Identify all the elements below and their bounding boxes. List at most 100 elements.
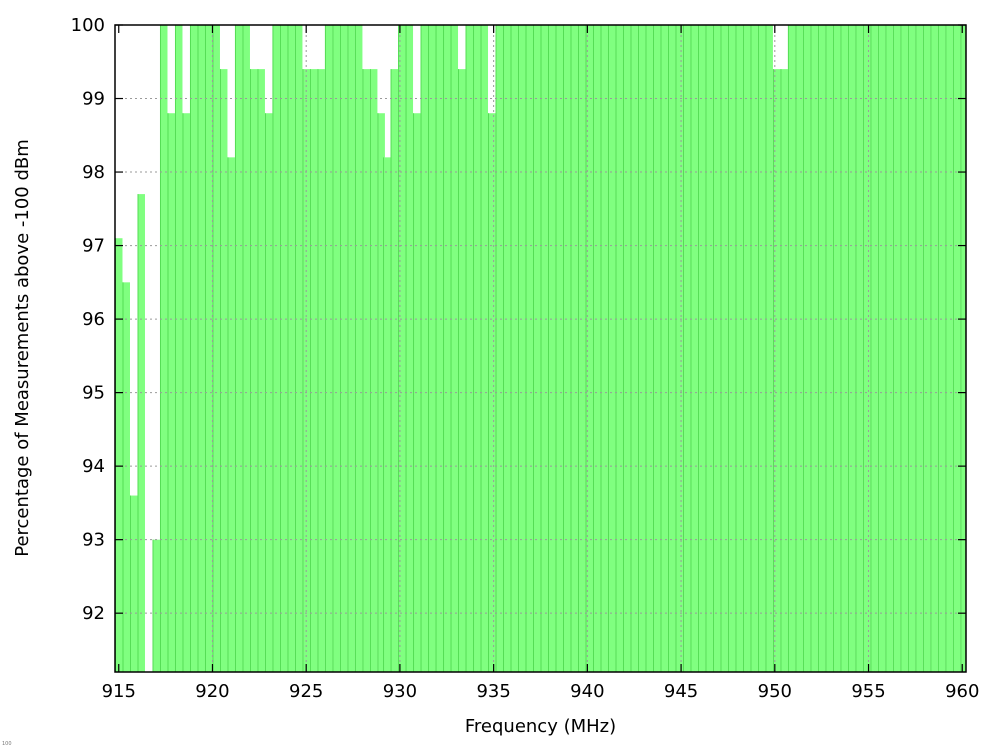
bar: [750, 25, 758, 672]
bar: [272, 25, 280, 672]
x-tick-label: 960: [945, 681, 979, 702]
bar: [279, 25, 288, 672]
bar: [810, 25, 818, 672]
bar: [720, 25, 728, 672]
bar: [317, 69, 325, 672]
bar: [398, 25, 406, 672]
bar: [562, 25, 571, 672]
bar: [862, 25, 871, 672]
bar: [930, 25, 938, 672]
bar: [174, 25, 183, 672]
bar: [652, 25, 661, 672]
bar: [390, 69, 399, 672]
bar: [622, 25, 631, 672]
bar: [690, 25, 698, 672]
bar: [697, 25, 706, 672]
x-tick-label: 950: [758, 681, 792, 702]
bar: [645, 25, 653, 672]
y-tick-label: 96: [82, 309, 105, 330]
bar: [907, 25, 916, 672]
x-tick-label: 940: [570, 681, 604, 702]
bar: [129, 495, 138, 672]
bar: [742, 25, 751, 672]
bar: [324, 25, 333, 672]
bar: [503, 25, 511, 672]
bar: [607, 25, 616, 672]
corner-mark: 100: [2, 741, 12, 747]
bar: [825, 25, 833, 672]
bar: [570, 25, 578, 672]
bar: [937, 25, 946, 672]
bar: [249, 69, 258, 672]
bar: [727, 25, 736, 672]
bar: [555, 25, 563, 672]
bar: [577, 25, 586, 672]
bar: [802, 25, 811, 672]
bar: [592, 25, 601, 672]
bar: [137, 194, 145, 672]
bar: [960, 25, 966, 672]
bar: [420, 25, 429, 672]
x-tick-label: 930: [383, 681, 417, 702]
bar: [637, 25, 646, 672]
bar: [257, 69, 265, 672]
bar: [547, 25, 556, 672]
bar: [585, 25, 593, 672]
bar: [712, 25, 721, 672]
bar: [234, 25, 243, 672]
bar: [765, 25, 773, 672]
bar: [242, 25, 250, 672]
bar: [204, 25, 213, 672]
bar: [189, 25, 198, 672]
bar: [675, 25, 683, 672]
y-tick-label: 92: [82, 603, 105, 624]
bar: [870, 25, 878, 672]
x-tick-label: 925: [289, 681, 323, 702]
bar: [922, 25, 931, 672]
bar: [682, 25, 691, 672]
grid-layer: [115, 25, 966, 672]
bar: [473, 25, 481, 672]
bar: [705, 25, 713, 672]
x-tick-label: 920: [195, 681, 229, 702]
bar: [892, 25, 901, 672]
bar: [832, 25, 841, 672]
bar: [227, 157, 235, 672]
bar: [197, 25, 205, 672]
bar: [667, 25, 676, 672]
bar: [219, 69, 228, 672]
y-tick-label: 98: [82, 162, 105, 183]
bar: [159, 25, 168, 672]
bar: [458, 69, 466, 672]
bar: [152, 539, 160, 672]
bar: [435, 25, 444, 672]
x-tick-labels: 915 920 925 930 935 940 945 950 955 960: [102, 681, 980, 702]
bar: [840, 25, 848, 672]
bar: [309, 69, 318, 672]
bar: [428, 25, 436, 672]
x-tick-label: 935: [476, 681, 510, 702]
bar: [212, 25, 220, 672]
y-tick-label: 100: [71, 15, 105, 36]
y-tick-label: 94: [82, 456, 105, 477]
bar: [480, 25, 489, 672]
y-tick-label: 93: [82, 530, 105, 551]
y-tick-label: 97: [82, 236, 105, 257]
bar: [443, 25, 451, 672]
bar: [383, 157, 391, 672]
bar: [339, 25, 348, 672]
x-tick-label: 955: [851, 681, 885, 702]
bar: [855, 25, 863, 672]
bar: [630, 25, 638, 672]
bar: [952, 25, 961, 672]
bar: [757, 25, 766, 672]
bar: [787, 25, 796, 672]
bar: [772, 69, 781, 672]
bar: [540, 25, 548, 672]
bar: [780, 69, 788, 672]
x-tick-label: 915: [102, 681, 136, 702]
bar: [615, 25, 623, 672]
bar: [405, 25, 414, 672]
bar: [369, 69, 378, 672]
bar: [735, 25, 743, 672]
